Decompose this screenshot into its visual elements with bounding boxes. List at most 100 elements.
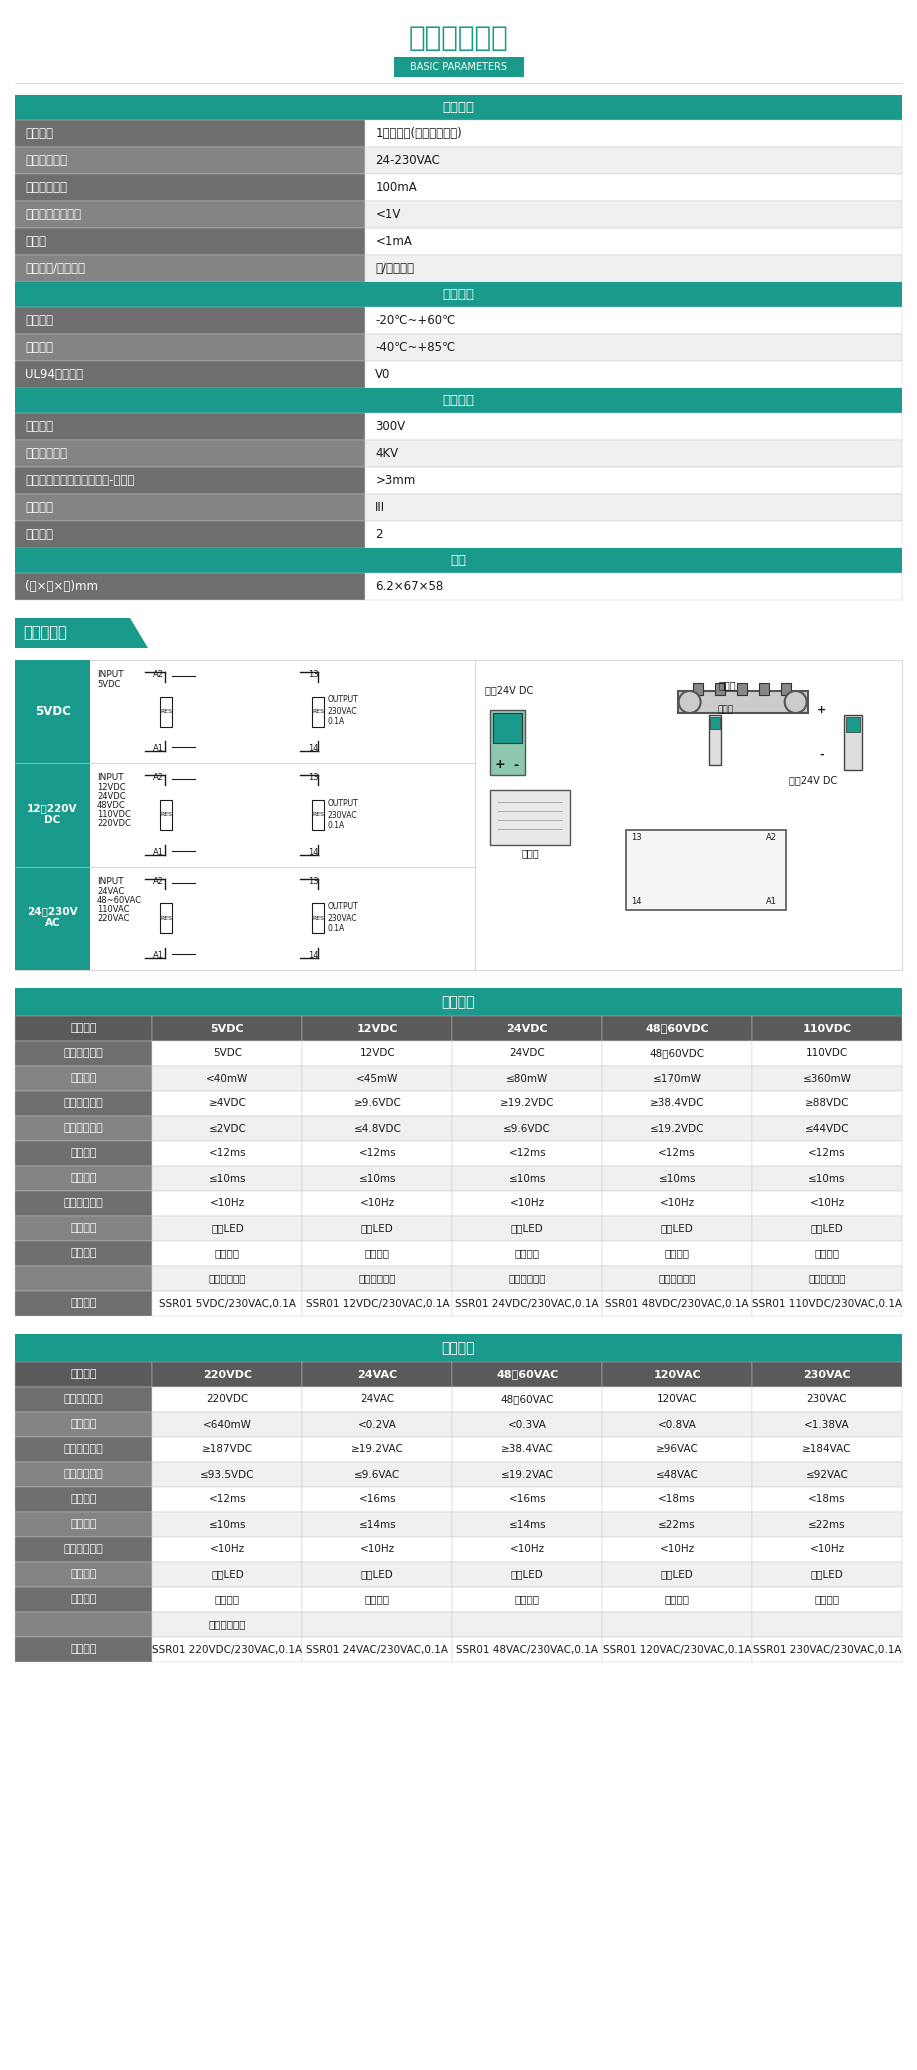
- Bar: [152, 1437, 303, 1461]
- Text: <18ms: <18ms: [808, 1495, 845, 1505]
- Text: 绝缘等级: 绝缘等级: [443, 393, 474, 408]
- Text: SSR01 110VDC/230VAC,0.1A: SSR01 110VDC/230VAC,0.1A: [752, 1298, 902, 1308]
- Bar: [752, 1563, 902, 1588]
- Text: 300V: 300V: [375, 420, 405, 433]
- Bar: [752, 1242, 902, 1267]
- Bar: [602, 1637, 752, 1662]
- Bar: [152, 1412, 303, 1437]
- Text: 电源24V DC: 电源24V DC: [789, 774, 837, 785]
- Text: 13: 13: [308, 671, 318, 679]
- Bar: [452, 1588, 602, 1613]
- Bar: [602, 1387, 752, 1412]
- Bar: [303, 1165, 452, 1190]
- Text: 额定电压: 额定电压: [25, 420, 53, 433]
- Bar: [493, 712, 522, 743]
- Text: 48～60VDC: 48～60VDC: [649, 1049, 704, 1058]
- Bar: [602, 1538, 752, 1563]
- Bar: [752, 1267, 902, 1292]
- Text: RES: RES: [312, 915, 324, 921]
- Text: 接线示意图: 接线示意图: [23, 625, 67, 640]
- Text: 漏电流: 漏电流: [25, 236, 46, 248]
- Bar: [452, 1190, 602, 1215]
- Bar: [160, 903, 172, 934]
- Text: <40mW: <40mW: [206, 1074, 249, 1083]
- Bar: [15, 867, 90, 971]
- Bar: [303, 1066, 452, 1091]
- Text: SSR01 12VDC/230VAC,0.1A: SSR01 12VDC/230VAC,0.1A: [305, 1298, 449, 1308]
- Text: 订购型号: 订购型号: [71, 1644, 97, 1654]
- Text: A1: A1: [153, 950, 164, 960]
- Text: <0.3VA: <0.3VA: [508, 1420, 547, 1430]
- Bar: [626, 830, 786, 911]
- Bar: [710, 714, 722, 766]
- Text: 14: 14: [308, 849, 318, 857]
- Bar: [15, 1292, 152, 1317]
- Text: ≤170mW: ≤170mW: [653, 1074, 702, 1083]
- Text: 220VDC: 220VDC: [206, 1395, 249, 1406]
- Text: +: +: [494, 758, 505, 772]
- Bar: [752, 1588, 902, 1613]
- Bar: [15, 1588, 152, 1613]
- Text: <0.8VA: <0.8VA: [657, 1420, 697, 1430]
- Bar: [15, 1242, 152, 1267]
- Bar: [15, 1016, 152, 1041]
- Bar: [365, 201, 902, 228]
- Text: RES: RES: [312, 814, 324, 818]
- Text: <12ms: <12ms: [508, 1149, 546, 1159]
- Bar: [452, 1511, 602, 1538]
- Bar: [15, 1333, 902, 1362]
- Bar: [15, 1412, 152, 1437]
- Bar: [365, 495, 902, 522]
- Bar: [152, 1165, 303, 1190]
- Text: ≤10ms: ≤10ms: [509, 1174, 546, 1184]
- Bar: [365, 174, 902, 201]
- Bar: [365, 522, 902, 549]
- Bar: [602, 1588, 752, 1613]
- Text: 压敏电阻: 压敏电阻: [665, 1248, 690, 1259]
- Bar: [15, 495, 365, 522]
- Bar: [752, 1066, 902, 1091]
- Text: 100mA: 100mA: [375, 180, 417, 195]
- Text: 12～220V: 12～220V: [28, 803, 78, 814]
- Text: 最小工作电压: 最小工作电压: [64, 1445, 104, 1455]
- Text: 48～60VAC: 48～60VAC: [496, 1370, 558, 1379]
- Text: 最大断开电压: 最大断开电压: [64, 1470, 104, 1480]
- Text: SSR01 230VAC/230VAC,0.1A: SSR01 230VAC/230VAC,0.1A: [753, 1644, 901, 1654]
- Text: 状态指示: 状态指示: [71, 1569, 97, 1579]
- Bar: [15, 1041, 152, 1066]
- Bar: [752, 1538, 902, 1563]
- Text: AC: AC: [45, 919, 61, 927]
- Text: RES: RES: [160, 814, 172, 818]
- Text: 绿色LED: 绿色LED: [661, 1569, 693, 1579]
- Text: 额定功率: 额定功率: [71, 1074, 97, 1083]
- Text: 24～230V: 24～230V: [28, 907, 78, 917]
- Bar: [15, 660, 902, 971]
- Bar: [752, 1116, 902, 1141]
- Bar: [752, 1387, 902, 1412]
- Bar: [602, 1563, 752, 1588]
- Text: <10Hz: <10Hz: [359, 1199, 395, 1209]
- Bar: [152, 1588, 303, 1613]
- Bar: [736, 683, 746, 696]
- Bar: [152, 1116, 303, 1141]
- Text: 24VAC: 24VAC: [97, 886, 124, 896]
- Bar: [602, 1016, 752, 1041]
- Text: 额定输入电压: 额定输入电压: [64, 1049, 104, 1058]
- Text: DC: DC: [44, 816, 61, 826]
- Bar: [602, 1242, 752, 1267]
- Text: 48~60VAC: 48~60VAC: [97, 896, 142, 905]
- Text: >3mm: >3mm: [375, 474, 415, 486]
- Text: 12VDC: 12VDC: [97, 782, 126, 793]
- Text: 14: 14: [631, 898, 642, 907]
- Text: <10Hz: <10Hz: [510, 1544, 545, 1555]
- Text: 绿色LED: 绿色LED: [511, 1569, 544, 1579]
- Text: <640mW: <640mW: [203, 1420, 252, 1430]
- Bar: [365, 414, 902, 441]
- Text: 额定输出电流: 额定输出电流: [25, 180, 67, 195]
- Bar: [393, 58, 524, 77]
- Text: A2: A2: [766, 834, 777, 842]
- Bar: [602, 1116, 752, 1141]
- Text: <12ms: <12ms: [808, 1149, 845, 1159]
- Bar: [312, 799, 324, 830]
- Bar: [15, 201, 365, 228]
